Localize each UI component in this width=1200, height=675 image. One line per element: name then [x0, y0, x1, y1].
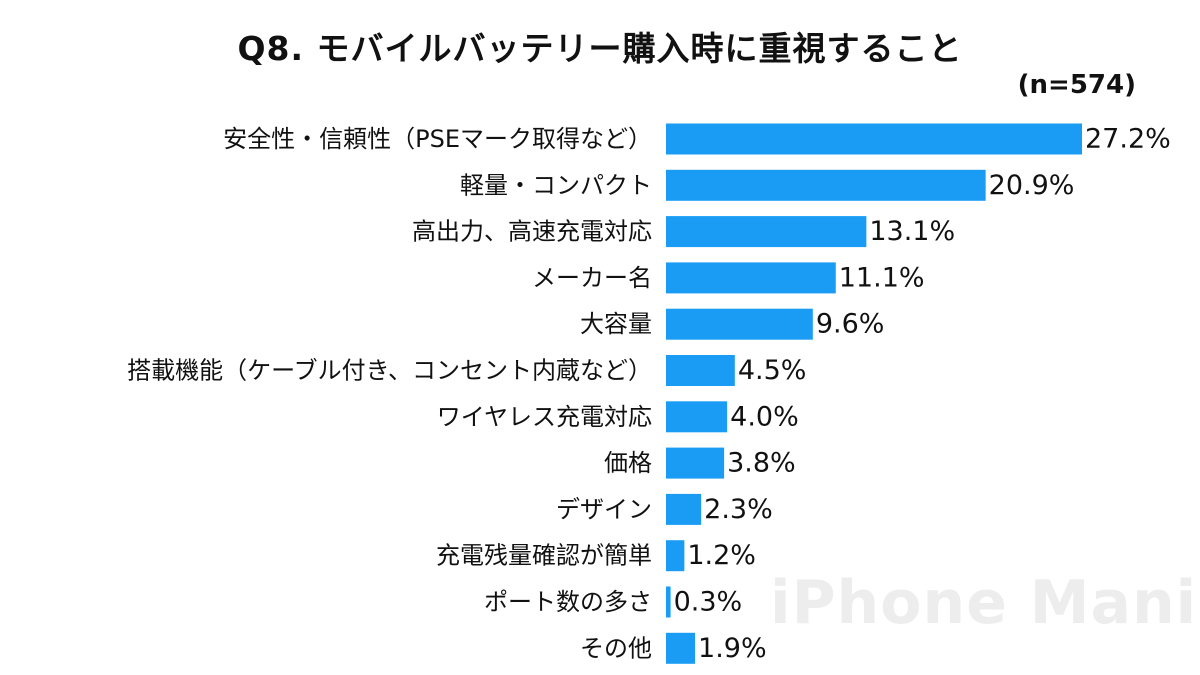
value-label: 27.2% — [1085, 124, 1171, 155]
value-label: 4.5% — [738, 355, 807, 386]
bar — [666, 262, 836, 294]
chart-title: Q8. モバイルバッテリー購入時に重視すること — [237, 29, 963, 68]
value-label: 1.2% — [687, 540, 756, 571]
bar — [666, 401, 728, 433]
category-label: 充電残量確認が簡単 — [436, 542, 652, 570]
value-label: 0.3% — [674, 587, 743, 618]
bar — [666, 123, 1082, 155]
value-label: 13.1% — [869, 216, 955, 247]
bar — [666, 216, 867, 248]
bar — [666, 308, 813, 340]
bar — [666, 493, 702, 525]
watermark: iPhone Mania — [770, 568, 1200, 638]
category-label: ポート数の多さ — [484, 588, 652, 616]
category-label: 搭載機能（ケーブル付き、コンセント内蔵など） — [127, 357, 652, 385]
bar — [666, 169, 986, 201]
category-label: その他 — [580, 634, 652, 662]
value-label: 3.8% — [727, 448, 796, 479]
category-label: メーカー名 — [532, 264, 652, 292]
value-label: 20.9% — [989, 170, 1075, 201]
category-label: 大容量 — [580, 310, 652, 338]
category-label: 安全性・信頼性（PSEマーク取得など） — [223, 125, 652, 153]
category-label: 価格 — [604, 449, 652, 477]
bar — [666, 586, 671, 618]
value-label: 11.1% — [839, 262, 925, 293]
bar — [666, 632, 696, 664]
category-label: 高出力、高速充電対応 — [412, 218, 652, 246]
category-label: ワイヤレス充電対応 — [437, 403, 652, 431]
value-label: 9.6% — [816, 309, 885, 340]
value-label: 1.9% — [698, 633, 767, 664]
bar — [666, 540, 685, 572]
sample-size-label: (n=574) — [1017, 70, 1136, 100]
bar — [666, 355, 735, 386]
category-label: デザイン — [556, 495, 652, 523]
value-label: 4.0% — [730, 401, 799, 432]
category-label: 軽量・コンパクト — [460, 171, 652, 199]
bar — [666, 447, 725, 479]
value-label: 2.3% — [704, 494, 773, 525]
